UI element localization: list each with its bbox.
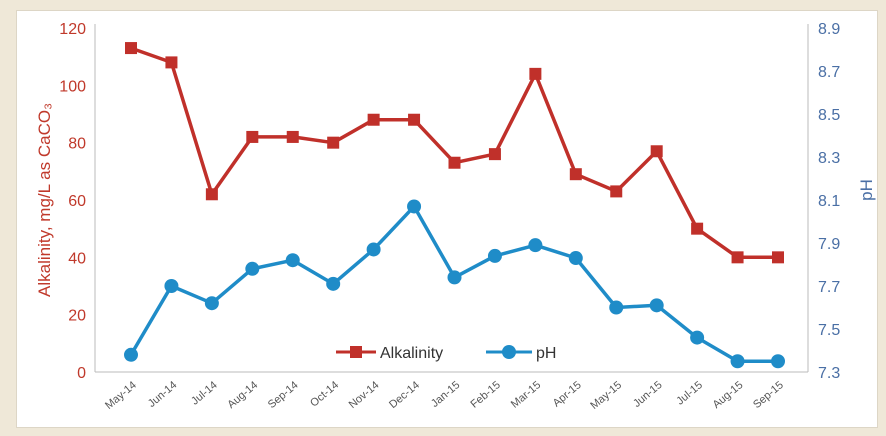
x-tick-labels: May-14 Jun-14 Jul-14 Aug-14 Sep-14 Oct-14 Nov-… [103,379,786,412]
ph-point [568,251,583,266]
ph-point [649,298,664,313]
right-tick-label: 7.3 [818,365,840,382]
legend: Alkalinity pH [336,345,556,362]
x-tick-label: May-14 [103,379,139,412]
alkalinity-point [650,145,663,158]
ph-point [609,300,624,315]
alkalinity-point [731,251,744,264]
x-tick-label: Apr-15 [551,379,584,409]
x-tick-label: Jun-14 [146,379,179,410]
right-tick-label: 8.5 [818,107,840,124]
left-tick-label: 60 [68,193,86,210]
x-tick-label: Jan-15 [429,379,462,410]
x-tick-label: Jul-15 [674,379,705,407]
x-tick-label: Nov-14 [347,379,382,411]
ph-point [447,270,462,285]
right-tick-label: 8.1 [818,193,840,210]
x-tick-label: Oct-14 [308,379,341,409]
left-tick-label: 20 [68,308,86,325]
ph-point [164,279,179,293]
ph-point [730,354,745,369]
x-tick-label: Jun-15 [631,379,664,410]
legend-ph-marker [502,345,516,359]
ph-point [204,296,219,311]
alkalinity-point [408,113,421,126]
right-tick-label: 8.3 [818,150,840,167]
series-layer [124,42,785,369]
left-tick-label: 80 [68,136,86,153]
x-tick-label: May-15 [588,379,624,412]
legend-alkalinity-label: Alkalinity [380,345,443,362]
x-tick-label: Sep-15 [751,379,786,411]
left-axis-title: Alkalinity, mg/L as CaCO₃ [35,103,54,297]
alkalinity-point [488,148,501,161]
ph-point [771,354,785,369]
ph-point [407,199,422,214]
ph-point [245,261,260,276]
alkalinity-point [125,42,137,55]
right-tick-label: 8.9 [818,21,840,38]
x-tick-label: Jul-14 [189,379,220,407]
x-tick-label: Dec-14 [387,379,422,411]
ph-point [326,276,341,291]
alkalinity-point [610,185,623,198]
x-tick-label: Mar-15 [509,379,543,411]
right-tick-label: 7.9 [818,236,840,253]
alkalinity-point [448,156,461,169]
x-tick-label: Aug-14 [225,379,260,411]
alkalinity-point [246,130,259,143]
alkalinity-point [205,188,218,201]
alkalinity-point [772,251,784,264]
ph-point [366,242,381,257]
left-tick-label: 0 [77,365,86,382]
ph-point [124,347,138,362]
x-tick-label: Feb-15 [468,379,502,411]
x-tick-label: Aug-15 [711,379,746,411]
right-tick-labels: 7.3 7.5 7.7 7.9 8.1 8.3 8.5 8.7 8.9 [818,21,840,382]
ph-point [690,330,705,345]
alkalinity-point [691,222,704,235]
ph-point [528,238,543,253]
left-tick-label: 40 [68,250,86,267]
alkalinity-point [286,130,299,143]
x-tick-label: Sep-14 [266,379,301,411]
left-tick-label: 100 [59,78,86,95]
right-tick-label: 7.7 [818,279,840,296]
alkalinity-series-line [130,46,778,260]
alkalinity-point [569,168,582,181]
alkalinity-point [165,56,178,69]
ph-point [285,253,300,268]
alkalinity-point [327,136,340,149]
alkalinity-point [529,67,542,80]
left-tick-label: 120 [59,21,86,38]
legend-ph-label: pH [536,345,556,362]
alkalinity-point [367,113,380,126]
right-tick-label: 7.5 [818,322,840,339]
right-tick-label: 8.7 [818,64,840,81]
axes [94,24,809,373]
ph-point [487,248,502,263]
right-axis-title: pH [857,179,876,201]
left-tick-labels: 0 20 40 60 80 100 120 [59,21,86,382]
legend-alkalinity-marker [350,346,362,358]
